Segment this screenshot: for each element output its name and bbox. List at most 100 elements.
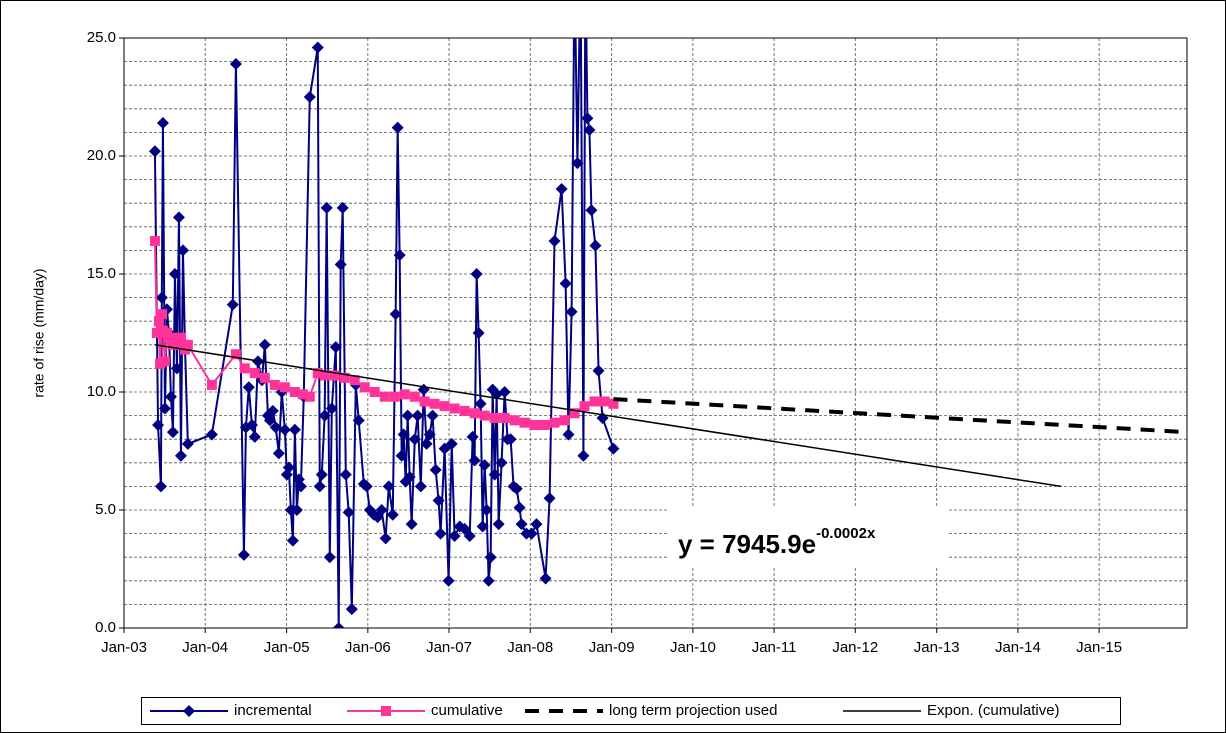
x-tick-label: Jan-05 bbox=[264, 639, 310, 656]
marker bbox=[571, 157, 584, 170]
marker bbox=[323, 551, 336, 564]
marker bbox=[432, 494, 445, 507]
y-axis-label: rate of rise (mm/day) bbox=[31, 268, 47, 397]
marker bbox=[470, 268, 483, 280]
y-tick-label: 0.0 bbox=[95, 619, 116, 636]
marker bbox=[149, 235, 160, 246]
y-tick-label: 20.0 bbox=[87, 147, 116, 164]
marker bbox=[559, 415, 570, 426]
marker bbox=[152, 419, 165, 432]
x-tick-label: Jan-11 bbox=[752, 639, 797, 656]
legend-label: Expon. (cumulative) bbox=[927, 702, 1060, 719]
marker bbox=[360, 480, 373, 493]
marker bbox=[543, 492, 556, 505]
marker bbox=[239, 363, 250, 374]
marker bbox=[468, 454, 481, 467]
marker bbox=[174, 449, 187, 462]
marker bbox=[504, 433, 517, 446]
marker bbox=[459, 405, 470, 416]
marker bbox=[489, 412, 500, 423]
marker bbox=[399, 389, 410, 400]
x-tick-label: Jan-08 bbox=[507, 639, 553, 656]
x-tick-label: Jan-14 bbox=[995, 639, 1041, 656]
marker bbox=[559, 277, 572, 290]
marker bbox=[249, 368, 260, 379]
marker bbox=[332, 622, 345, 628]
marker bbox=[181, 437, 194, 450]
marker bbox=[414, 480, 427, 493]
marker bbox=[294, 480, 307, 493]
marker bbox=[581, 112, 594, 125]
marker bbox=[569, 408, 580, 419]
plot-border bbox=[123, 37, 1188, 629]
marker bbox=[466, 430, 479, 443]
marker bbox=[426, 409, 439, 422]
marker bbox=[336, 201, 349, 214]
marker bbox=[151, 328, 162, 338]
legend-label: cumulative bbox=[431, 702, 503, 719]
marker bbox=[393, 249, 406, 262]
marker bbox=[607, 442, 620, 455]
marker bbox=[509, 415, 520, 426]
marker bbox=[325, 402, 338, 415]
marker bbox=[313, 480, 326, 493]
marker bbox=[303, 91, 316, 103]
y-tick-label: 5.0 bbox=[95, 501, 116, 518]
marker bbox=[382, 480, 395, 493]
marker bbox=[159, 356, 170, 367]
marker bbox=[168, 268, 181, 280]
marker bbox=[286, 534, 299, 547]
marker bbox=[389, 391, 400, 402]
marker bbox=[289, 387, 300, 397]
marker bbox=[420, 437, 433, 450]
marker bbox=[263, 414, 276, 427]
plot-area bbox=[148, 38, 1187, 628]
marker bbox=[206, 379, 217, 390]
y-tick-label: 25.0 bbox=[87, 29, 116, 46]
marker bbox=[339, 468, 352, 481]
marker bbox=[565, 305, 578, 318]
equation-superscript: -0.0002x bbox=[816, 525, 876, 542]
marker bbox=[423, 428, 436, 441]
marker bbox=[175, 332, 186, 343]
marker bbox=[279, 382, 290, 393]
marker bbox=[469, 408, 480, 419]
x-tick-label: Jan-15 bbox=[1076, 639, 1122, 656]
marker bbox=[304, 391, 315, 402]
marker bbox=[439, 401, 450, 412]
marker bbox=[589, 396, 600, 407]
marker bbox=[269, 421, 282, 434]
marker bbox=[359, 382, 370, 393]
marker bbox=[403, 470, 416, 483]
marker bbox=[510, 482, 523, 495]
marker bbox=[320, 201, 333, 214]
x-tick-label: Jan-03 bbox=[101, 639, 147, 656]
x-tick-label: Jan-12 bbox=[832, 639, 878, 656]
marker bbox=[449, 403, 460, 414]
marker bbox=[329, 370, 340, 381]
marker bbox=[205, 428, 218, 441]
marker bbox=[409, 391, 420, 402]
equation-box bbox=[668, 506, 948, 566]
x-tick-label: Jan-13 bbox=[914, 639, 960, 656]
marker bbox=[539, 572, 552, 585]
marker bbox=[315, 468, 328, 481]
marker bbox=[484, 551, 497, 564]
marker bbox=[442, 574, 455, 587]
marker bbox=[345, 603, 358, 616]
marker bbox=[577, 449, 590, 462]
marker bbox=[258, 338, 271, 351]
marker bbox=[230, 349, 241, 360]
axes: 0.0 5.0 10.0 15.0 20.0 25.0 Jan-03 Jan-04 Jan-05… bbox=[87, 29, 1122, 656]
marker bbox=[548, 234, 561, 247]
marker bbox=[297, 389, 308, 400]
marker bbox=[397, 428, 410, 441]
marker bbox=[599, 396, 610, 407]
marker bbox=[284, 504, 297, 516]
marker bbox=[166, 426, 179, 439]
marker bbox=[334, 258, 347, 271]
marker bbox=[562, 428, 575, 441]
